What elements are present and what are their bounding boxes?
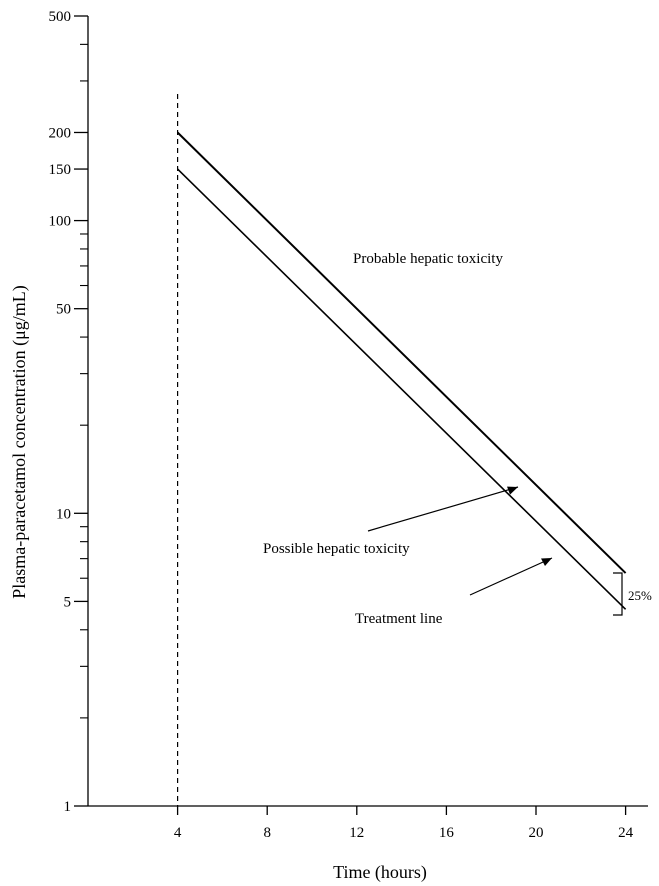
possible-toxicity-arrow <box>367 486 519 532</box>
y-tick-label: 50 <box>56 302 71 318</box>
series <box>176 131 627 610</box>
y-tick-label: 500 <box>49 9 72 25</box>
percent-bracket <box>613 572 623 616</box>
treatment-line-arrow <box>469 557 553 596</box>
x-tick-label: 24 <box>618 825 634 841</box>
y-tick-label: 100 <box>49 214 72 230</box>
x-ticks: 4 8 12 16 20 24 <box>174 806 634 841</box>
treatment-line-arrowhead <box>541 558 552 566</box>
x-tick-label: 12 <box>349 825 364 841</box>
x-tick-label: 8 <box>263 825 271 841</box>
x-tick-label: 20 <box>529 825 544 841</box>
treatment-line-label: Treatment line <box>355 611 443 627</box>
y-tick-label: 1 <box>64 799 72 815</box>
y-ticks: 1 5 10 50 100 150 200 500 <box>49 9 88 815</box>
probable-toxicity-label: Probable hepatic toxicity <box>353 251 503 267</box>
possible-toxicity-label: Possible hepatic toxicity <box>263 541 410 557</box>
x-tick-label: 16 <box>439 825 455 841</box>
y-axis-title: Plasma-paracetamol concentration (μg/mL) <box>9 285 30 599</box>
treatment-line <box>177 168 627 610</box>
y-tick-label: 200 <box>49 125 72 141</box>
possible-toxicity-arrowhead <box>507 486 518 495</box>
y-tick-label: 150 <box>49 162 72 178</box>
axes <box>87 16 648 807</box>
y-tick-label: 10 <box>56 506 71 522</box>
percent-label: 25% <box>628 588 652 603</box>
x-axis-title: Time (hours) <box>333 862 427 883</box>
upper-toxicity-line <box>176 131 627 574</box>
y-tick-label: 5 <box>64 594 72 610</box>
x-tick-label: 4 <box>174 825 182 841</box>
